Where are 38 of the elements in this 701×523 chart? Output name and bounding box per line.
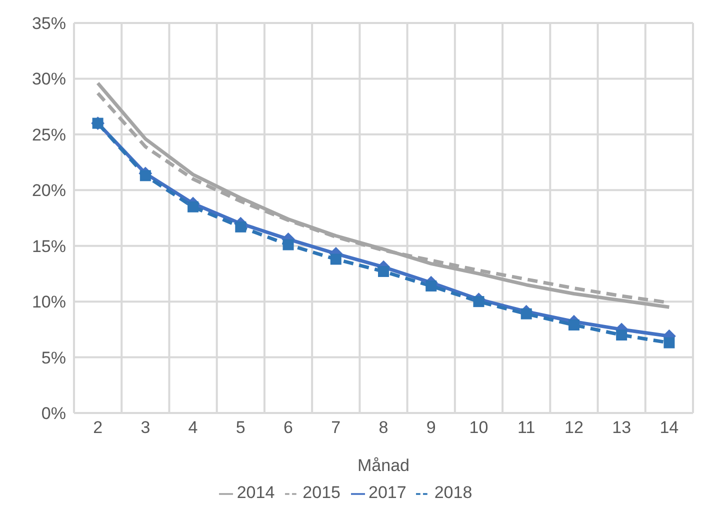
y-tick-label: 5% [41,348,66,368]
point [568,319,580,330]
point [664,337,675,348]
y-tick-label: 25% [32,125,66,144]
legend-label: 2017 [368,483,406,502]
point [282,239,294,250]
x-tick-label: 13 [612,418,632,438]
point [330,254,342,265]
x-tick-label: 8 [378,418,388,438]
point [473,296,484,308]
point [235,221,246,232]
point [140,170,151,182]
y-tick-label: 35% [32,14,66,34]
x-tick-label: 14 [660,418,679,438]
y-tick-label: 15% [32,236,66,256]
x-tick-label: 3 [140,418,150,438]
legend-label: 2015 [302,483,340,502]
y-tick-label: 0% [41,404,66,424]
y-tick-label: 10% [32,292,66,312]
x-tick-label: 4 [188,418,198,438]
x-tick-label: 11 [518,418,536,438]
point [616,330,628,340]
x-tick-label: 9 [426,418,436,438]
y-tick-label: 20% [32,181,66,200]
legend-label: 2014 [236,483,275,502]
x-tick-label: 6 [284,418,294,438]
x-tick-label: 2 [93,418,103,438]
x-tick-label: 5 [236,418,246,438]
x-tick-label: 12 [564,418,584,438]
x-tick-label: 10 [469,418,488,438]
point [188,201,199,212]
point [426,280,437,292]
x-tick-label: 7 [331,418,341,438]
x-axis-title: Månad [358,456,410,475]
point [378,266,389,277]
y-tick-label: 30% [32,70,66,89]
legend-label: 2018 [434,483,472,502]
point [520,308,532,320]
